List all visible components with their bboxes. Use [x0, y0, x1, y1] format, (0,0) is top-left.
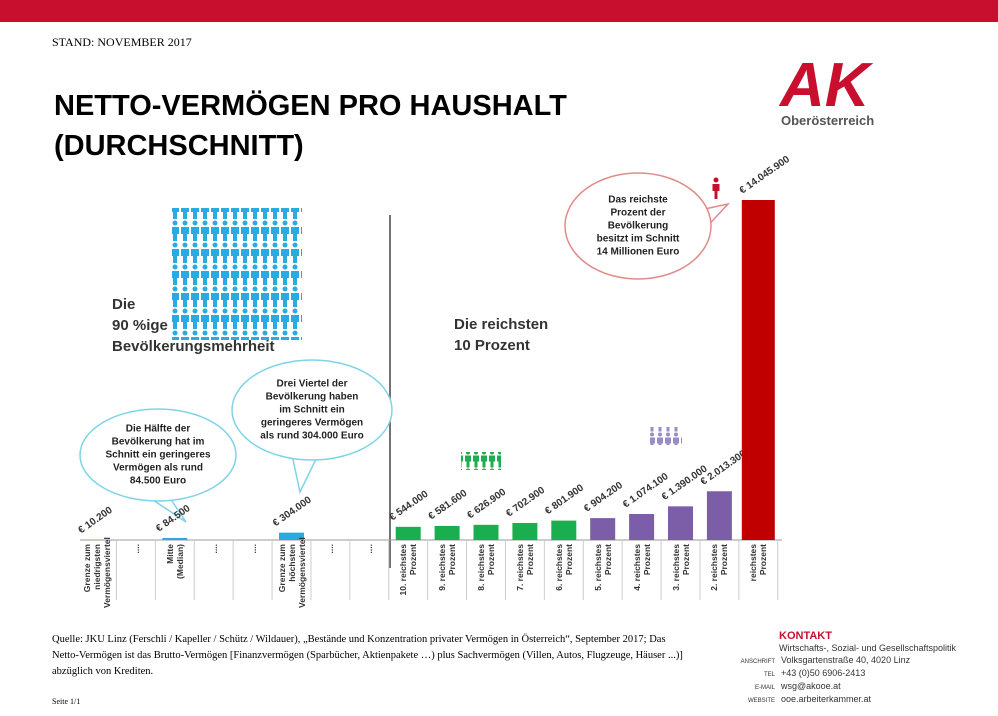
- group-label: Die reichsten 10 Prozent: [454, 316, 549, 354]
- bar: [512, 522, 538, 540]
- contact-key: TEL: [763, 672, 775, 678]
- value-label: € 304.000: [271, 494, 314, 529]
- bubbles: [79, 359, 393, 523]
- x-tick-label: 5. reichstes Prozent: [592, 544, 613, 591]
- page-number: Seite 1/1: [52, 697, 81, 706]
- x-tick-label: 8. reichstes Prozent: [476, 544, 496, 591]
- contact-row: E-MAIL wsg@akooe.at: [735, 681, 841, 691]
- people-icons: [650, 427, 682, 445]
- x-tick-label: 2. reichstes Prozent: [709, 544, 730, 591]
- x-tick-label: 7. reichstes Prozent: [514, 544, 535, 591]
- value-label: € 2.013.300: [699, 448, 749, 488]
- contact-key: E-MAIL: [754, 685, 775, 691]
- x-tick-label: Grenze zum höchsten Vermögensviertel: [276, 537, 307, 608]
- x-tick-label: reichstes Prozent: [748, 544, 769, 582]
- value-label: € 702.900: [504, 485, 547, 520]
- contact-value: ooe.arbeiterkammer.at: [781, 694, 872, 704]
- bar: [590, 518, 616, 540]
- bar: [629, 513, 655, 540]
- contact-key: WEBSITE: [747, 698, 775, 704]
- x-tick-label: ....: [325, 544, 336, 554]
- people-icons: [172, 208, 302, 340]
- annotation: Drei Viertel der Bevölkerung haben im Sc…: [260, 378, 364, 442]
- contact-row: ANSCHRIFT Volksgartenstraße 40, 4020 Linz: [735, 655, 910, 665]
- contact-row: WEBSITE ooe.arbeiterkammer.at: [735, 694, 871, 704]
- bubble: [564, 172, 731, 280]
- contact-value: +43 (0)50 6906-2413: [781, 668, 866, 678]
- x-tick-label: ....: [364, 544, 375, 554]
- x-tick-label: 4. reichstes Prozent: [631, 544, 652, 591]
- value-label: € 626.900: [465, 487, 508, 522]
- logo: AK: [778, 51, 874, 120]
- value-label: € 801.900: [543, 482, 586, 517]
- bar: [551, 520, 577, 540]
- x-tick-label: ....: [247, 544, 258, 554]
- bar: [741, 200, 775, 540]
- contact-row: TEL +43 (0)50 6906-2413: [735, 668, 865, 678]
- bar: [668, 506, 693, 540]
- contact-value: Volksgartenstraße 40, 4020 Linz: [781, 655, 911, 665]
- bar: [706, 491, 732, 540]
- x-tick-label: 3. reichstes Prozent: [670, 544, 691, 591]
- annotation: Das reichste Prozent der Bevölkerung bes…: [596, 194, 680, 258]
- value-label: € 904.200: [582, 480, 625, 515]
- bar: [434, 525, 460, 540]
- contact-value: wsg@akooe.at: [781, 681, 841, 691]
- bar: [162, 537, 188, 540]
- group-label: Die 90 %ige Bevölkerungsmehrheit: [112, 296, 275, 355]
- person-icon: [712, 177, 720, 199]
- logo-tick: [840, 5, 868, 22]
- x-tick-label: 10. reichstes Prozent: [398, 544, 419, 596]
- date: STAND: NOVEMBER 2017: [52, 35, 192, 49]
- value-label: € 544.000: [388, 489, 431, 524]
- logo-region: Oberösterreich: [781, 113, 874, 128]
- source: Quelle: JKU Linz (Ferschli / Kapeller / …: [52, 634, 683, 677]
- x-tick-label: ....: [208, 544, 219, 554]
- bar: [395, 526, 421, 540]
- people-icons: [461, 452, 501, 470]
- annotation: Die Hälfte der Bevölkerung hat im Schnit…: [105, 423, 211, 487]
- x-tick-label: ....: [130, 544, 141, 554]
- value-label: € 14.045.900: [738, 154, 792, 197]
- bar: [473, 524, 499, 540]
- x-tick-label: Grenze zum niedrigsten Vermögensviertel: [82, 537, 112, 608]
- contact-key: ANSCHRIFT: [740, 659, 775, 665]
- x-tick-label: 9. reichstes Prozent: [437, 544, 458, 591]
- top-band: [0, 0, 998, 22]
- chart-title: NETTO-VERMÖGEN PRO HAUSHALT (DURCHSCHNIT…: [54, 90, 567, 162]
- contact-title: KONTAKT: [779, 630, 832, 642]
- bar: [279, 532, 304, 540]
- value-label: € 10.200: [76, 505, 115, 537]
- x-tick-label: 6. reichstes Prozent: [553, 544, 574, 591]
- x-tick-label: Mitte (Median): [164, 544, 185, 579]
- contact-department: Wirtschafts-, Sozial- und Gesellschaftsp…: [779, 643, 957, 653]
- value-label: € 581.600: [427, 488, 470, 523]
